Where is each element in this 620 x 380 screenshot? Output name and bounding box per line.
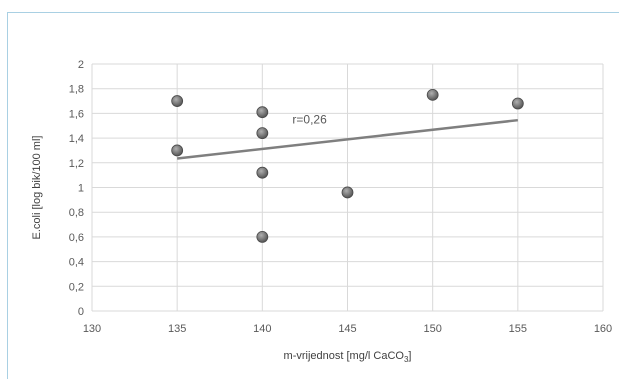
y-tick-label: 2 [78,59,84,71]
y-tick-label: 0,2 [69,281,84,293]
correlation-annotation: r=0,26 [292,113,327,127]
x-tick-label: 140 [253,323,271,335]
data-point [172,96,183,107]
data-point [172,145,183,156]
y-tick-label: 1,8 [69,84,84,96]
data-point [257,128,268,139]
y-tick-label: 1,2 [69,158,84,170]
data-point [257,231,268,242]
y-axis-title: E.coli [log bik/100 ml] [31,136,43,240]
x-tick-label: 150 [423,323,441,335]
data-point [257,107,268,118]
y-tick-label: 0 [78,306,84,318]
y-tick-label: 0,4 [69,257,84,269]
x-axis-title: m-vrijednost [mg/l CaCO3] [284,350,412,364]
x-axis-ticks: 130 135 140 145 150 155 160 [83,323,612,335]
x-tick-label: 155 [509,323,527,335]
data-point [427,89,438,100]
data-point [342,187,353,198]
x-axis-title-end: ] [408,350,411,362]
y-tick-label: 0,6 [69,232,84,244]
x-tick-label: 130 [83,323,101,335]
data-point [512,98,523,109]
y-tick-label: 1,6 [69,108,84,120]
x-tick-label: 145 [338,323,356,335]
x-axis-title-main: m-vrijednost [mg/l CaCO [284,350,405,362]
y-tick-label: 0,8 [69,207,84,219]
x-tick-label: 135 [168,323,186,335]
x-tick-label: 160 [594,323,612,335]
y-tick-label: 1 [78,183,84,195]
y-axis-ticks: 0 0,2 0,4 0,6 0,8 1 1,2 1,4 1,6 1,8 2 [69,59,84,318]
y-tick-label: 1,4 [69,133,84,145]
data-point [257,167,268,178]
